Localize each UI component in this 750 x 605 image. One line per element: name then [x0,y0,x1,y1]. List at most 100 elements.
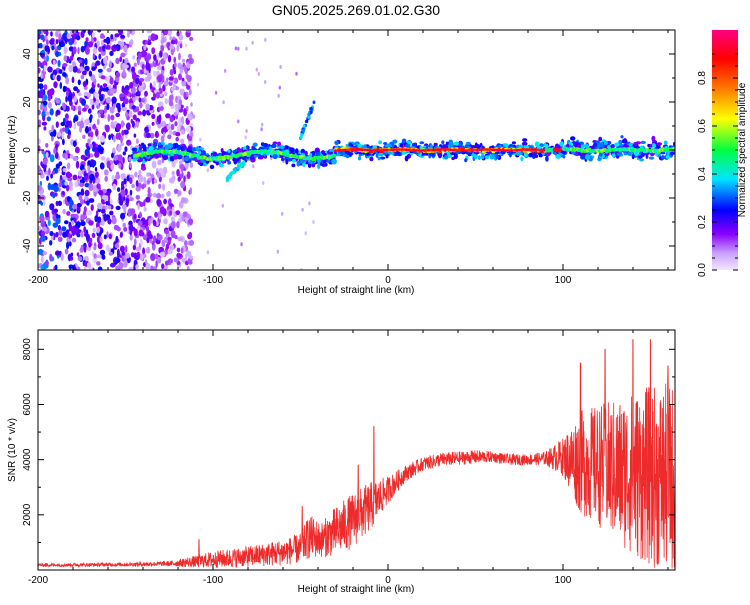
trace-halo-point [663,140,668,145]
noise-point [134,171,138,178]
trace-halo-point [648,156,655,160]
noise-point [130,208,136,215]
trace-peak-point [534,148,539,151]
trace-halo-point [419,141,425,145]
noise-point [121,251,125,256]
noise-point [156,198,162,206]
trace-halo-point [532,154,536,159]
noise-point [69,256,74,261]
noise-point [174,121,178,127]
trace-halo-point [516,151,522,156]
sparse-point [224,68,227,73]
noise-point [116,248,120,257]
noise-point [122,69,126,77]
noise-point [100,75,106,80]
noise-point [68,241,72,247]
noise-point [42,37,45,43]
noise-point [93,147,97,152]
noise-point [112,147,116,154]
noise-point [74,226,79,235]
trace-peak-point [478,148,482,151]
low-branch-point [229,171,233,175]
trace-halo-point [545,143,549,149]
noise-point [145,103,150,111]
noise-point [123,178,127,185]
noise-point [173,56,176,64]
noise-point [121,85,125,92]
noise-point [180,197,186,204]
noise-point [179,213,183,218]
noise-point [67,172,73,178]
colorbar-tick-label: 0.2 [697,215,708,229]
noise-point [62,167,67,173]
noise-point [184,161,189,170]
noise-point [153,54,157,61]
noise-point [40,235,46,242]
noise-point [162,166,168,175]
colorbar-ticks: 0.0 0.2 0.4 0.6 0.8 [697,53,738,277]
noise-point [139,253,144,261]
trace-peak-point [419,149,423,152]
sparse-point [196,82,200,87]
noise-point [99,146,104,155]
noise-point [109,106,115,114]
noise-point [123,259,128,268]
noise-point [82,107,87,112]
spectrogram-points [38,30,675,270]
noise-point [55,143,59,148]
noise-point [43,164,47,173]
noise-point [86,262,92,269]
noise-point [93,253,97,259]
trace-peak-point [385,148,389,152]
noise-point [128,110,133,118]
noise-point [160,69,165,76]
trace-peak-point [529,148,534,151]
noise-point [73,95,77,103]
noise-point [66,184,70,192]
trace-halo-point [375,153,379,158]
noise-point [169,69,174,76]
trace-halo-point [611,153,616,158]
noise-point [164,80,168,86]
noise-point [115,102,121,109]
noise-point [133,62,137,67]
noise-point [54,250,61,256]
trace-halo-point [188,158,192,163]
trace-peak-point [505,149,509,152]
noise-point [77,92,82,97]
noise-point [122,156,125,164]
trace-halo-point [221,151,227,157]
noise-point [84,65,90,71]
noise-point [145,263,151,270]
colorbar-label: Normalized spectral amplitude [737,82,748,217]
noise-point [105,44,111,50]
noise-point [96,254,102,259]
noise-point [70,104,75,111]
trace-peak-point [431,148,436,152]
noise-point [109,88,115,94]
noise-point [43,126,47,131]
trace-peak-point [363,148,367,152]
noise-point [58,40,64,48]
trace-halo-point [583,144,589,148]
noise-point [54,264,58,270]
trace-halo-point [279,145,285,150]
noise-point [110,34,114,40]
noise-point [154,253,159,260]
noise-point [93,245,97,251]
trace-peak-point [392,148,396,151]
x-tick-label: 100 [555,275,572,286]
noise-point [96,135,100,141]
noise-point [100,209,106,214]
trace-halo-point [534,141,540,147]
trace-halo-point [302,162,306,167]
trace-halo-point [620,135,624,139]
noise-point [80,30,85,38]
noise-point [163,198,168,205]
noise-point [46,55,49,62]
trace-halo-point [379,156,386,160]
noise-point [71,76,75,84]
noise-point [56,74,61,82]
noise-point [129,234,133,241]
trace-peak-point [346,148,350,152]
